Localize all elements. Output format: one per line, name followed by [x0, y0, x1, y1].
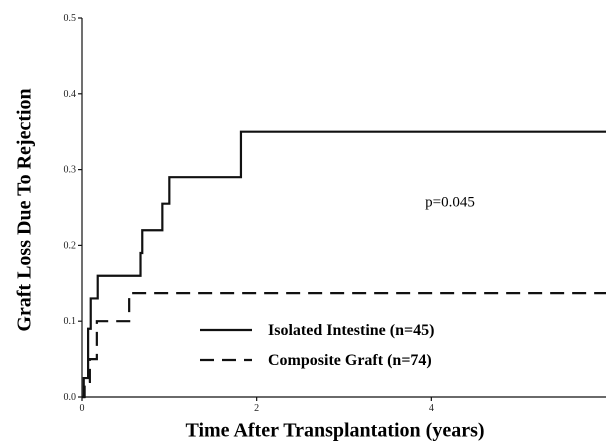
legend-label: Composite Graft (n=74) [268, 352, 432, 369]
annotation: p=0.045 [425, 194, 475, 210]
y-tick-label: 0.2 [64, 240, 77, 251]
step-line [82, 292, 606, 399]
step-line [82, 130, 606, 399]
x-tick-label: 0 [80, 403, 85, 414]
legend-label: Isolated Intestine (n=45) [268, 322, 434, 339]
x-tick-label: 4 [429, 403, 434, 414]
x-tick-label: 2 [254, 403, 259, 414]
x-axis-label: Time After Transplantation (years) [185, 420, 484, 442]
y-axis-label: Graft Loss Due To Rejection [14, 88, 36, 331]
y-tick-label: 0.5 [64, 13, 77, 24]
y-tick-label: 0.3 [64, 165, 77, 176]
y-tick-label: 0.0 [64, 392, 77, 403]
y-tick-label: 0.1 [64, 316, 77, 327]
y-tick-label: 0.4 [64, 89, 77, 100]
